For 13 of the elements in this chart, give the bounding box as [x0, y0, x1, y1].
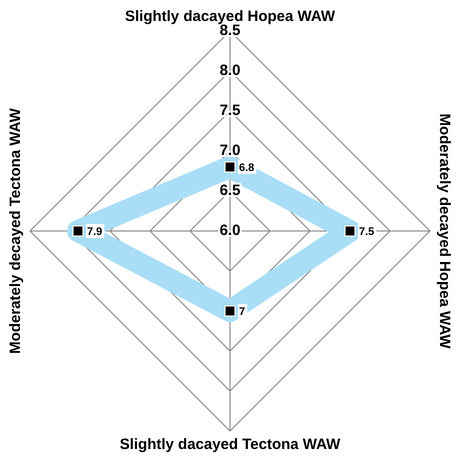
spoke-label: Moderately decayed Tectona WAW [7, 107, 24, 354]
y-tick-label: 6.5 [220, 182, 240, 200]
y-tick-label: 6.0 [220, 222, 240, 240]
data-label: 6.8 [239, 162, 254, 174]
y-tick-label: 7.0 [220, 142, 240, 160]
data-label: 7.5 [359, 226, 374, 238]
data-label: 7.9 [87, 226, 102, 238]
y-tick-label: 7.5 [220, 102, 240, 120]
data-label: 7 [239, 306, 246, 318]
spoke-label: Slightly dacayed Tectona WAW [120, 436, 342, 454]
spoke-label: Moderately decayed Hopea WAW [436, 113, 453, 350]
y-tick-label: 8.0 [220, 62, 240, 80]
spoke-label: Slightly dacayed Hopea WAW [124, 8, 336, 26]
